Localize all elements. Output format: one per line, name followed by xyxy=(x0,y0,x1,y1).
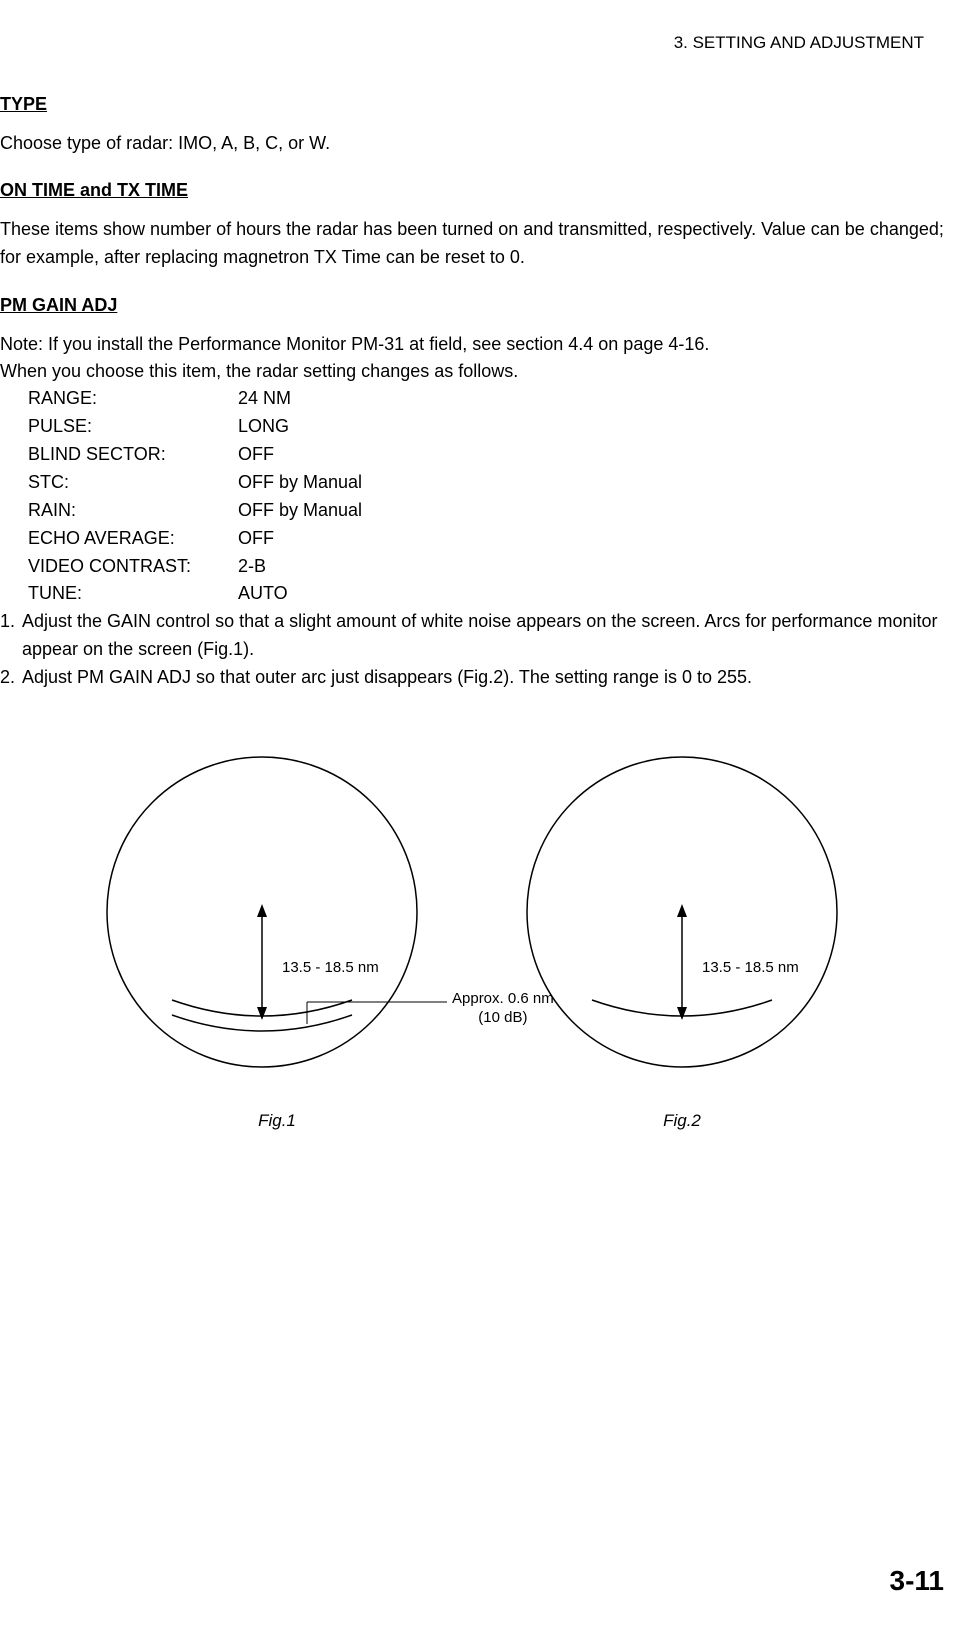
settings-label: ECHO AVERAGE: xyxy=(28,525,238,553)
step-number: 1. xyxy=(0,608,22,664)
step-text: Adjust the GAIN control so that a slight… xyxy=(22,608,944,664)
pmgain-heading: PM GAIN ADJ xyxy=(0,292,944,319)
settings-label: RANGE: xyxy=(28,385,238,413)
settings-value: OFF xyxy=(238,441,944,469)
settings-value: 24 NM xyxy=(238,385,944,413)
settings-value: LONG xyxy=(238,413,944,441)
settings-row: RAIN: OFF by Manual xyxy=(28,497,944,525)
type-body: Choose type of radar: IMO, A, B, C, or W… xyxy=(0,130,944,158)
settings-label: VIDEO CONTRAST: xyxy=(28,553,238,581)
settings-label: TUNE: xyxy=(28,580,238,608)
step-number: 2. xyxy=(0,664,22,692)
fig2-svg xyxy=(517,742,847,1082)
ontime-body: These items show number of hours the rad… xyxy=(0,216,944,272)
settings-row: STC: OFF by Manual xyxy=(28,469,944,497)
settings-value: OFF by Manual xyxy=(238,497,944,525)
settings-value: OFF by Manual xyxy=(238,469,944,497)
settings-row: ECHO AVERAGE: OFF xyxy=(28,525,944,553)
settings-value: OFF xyxy=(238,525,944,553)
figure-2: 13.5 - 18.5 nm Fig.2 xyxy=(517,742,847,1134)
page-number: 3-11 xyxy=(890,1560,945,1602)
fig1-caption: Fig.1 xyxy=(97,1108,457,1134)
settings-label: STC: xyxy=(28,469,238,497)
step-1: 1. Adjust the GAIN control so that a sli… xyxy=(0,608,944,664)
settings-value: AUTO xyxy=(238,580,944,608)
fig1-range-label: 13.5 - 18.5 nm xyxy=(282,957,379,980)
settings-label: PULSE: xyxy=(28,413,238,441)
pmgain-note: Note: If you install the Performance Mon… xyxy=(0,331,944,358)
settings-row: PULSE: LONG xyxy=(28,413,944,441)
settings-value: 2-B xyxy=(238,553,944,581)
fig2-caption: Fig.2 xyxy=(517,1108,847,1134)
page-content: TYPE Choose type of radar: IMO, A, B, C,… xyxy=(0,56,974,1134)
figure-1: 13.5 - 18.5 nm Approx. 0.6 nm (10 dB) Fi… xyxy=(97,742,457,1134)
pmgain-intro: When you choose this item, the radar set… xyxy=(0,358,944,385)
settings-table: RANGE: 24 NM PULSE: LONG BLIND SECTOR: O… xyxy=(28,385,944,608)
settings-label: BLIND SECTOR: xyxy=(28,441,238,469)
settings-label: RAIN: xyxy=(28,497,238,525)
figures-container: 13.5 - 18.5 nm Approx. 0.6 nm (10 dB) Fi… xyxy=(0,742,944,1134)
chapter-header: 3. SETTING AND ADJUSTMENT xyxy=(0,0,974,56)
settings-row: VIDEO CONTRAST: 2-B xyxy=(28,553,944,581)
settings-row: RANGE: 24 NM xyxy=(28,385,944,413)
settings-row: BLIND SECTOR: OFF xyxy=(28,441,944,469)
fig2-range-label: 13.5 - 18.5 nm xyxy=(702,957,799,980)
type-heading: TYPE xyxy=(0,91,944,118)
settings-row: TUNE: AUTO xyxy=(28,580,944,608)
step-text: Adjust PM GAIN ADJ so that outer arc jus… xyxy=(22,664,944,692)
ontime-heading: ON TIME and TX TIME xyxy=(0,177,944,204)
fig1-svg xyxy=(97,742,457,1082)
step-2: 2. Adjust PM GAIN ADJ so that outer arc … xyxy=(0,664,944,692)
